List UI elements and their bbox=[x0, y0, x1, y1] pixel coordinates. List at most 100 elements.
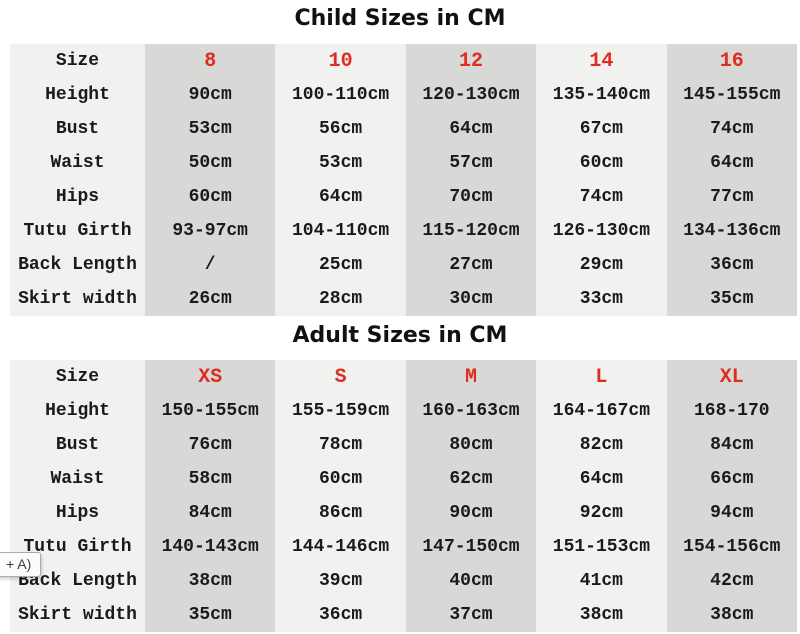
value-cell: / bbox=[145, 248, 276, 282]
value-cell: 94cm bbox=[666, 496, 797, 530]
row-label-cell: Back Length bbox=[10, 564, 145, 598]
row-label-cell: Skirt width bbox=[10, 282, 145, 316]
row-label-cell: Size bbox=[10, 360, 145, 394]
value-cell: 35cm bbox=[666, 282, 797, 316]
value-cell: 35cm bbox=[145, 598, 276, 632]
size-header-cell: 10 bbox=[275, 44, 406, 78]
value-cell: 120-130cm bbox=[405, 78, 537, 112]
size-header-cell: 8 bbox=[145, 44, 276, 78]
value-cell: 53cm bbox=[145, 112, 276, 146]
size-header-cell: 16 bbox=[666, 44, 797, 78]
value-cell: 38cm bbox=[666, 598, 797, 632]
child-table-title: Child Sizes in CM bbox=[294, 6, 506, 31]
value-cell: 78cm bbox=[275, 428, 406, 462]
value-cell: 140-143cm bbox=[145, 530, 276, 564]
value-cell: 84cm bbox=[145, 496, 276, 530]
value-cell: 39cm bbox=[275, 564, 406, 598]
value-cell: 150-155cm bbox=[145, 394, 276, 428]
row-label-cell: Bust bbox=[10, 112, 145, 146]
value-cell: 60cm bbox=[536, 146, 667, 180]
size-header-cell: 14 bbox=[536, 44, 667, 78]
row-label-cell: Waist bbox=[10, 146, 145, 180]
adult-table-title: Adult Sizes in CM bbox=[292, 323, 508, 348]
value-cell: 104-110cm bbox=[275, 214, 406, 248]
value-cell: 147-150cm bbox=[405, 530, 537, 564]
size-header-cell: 12 bbox=[405, 44, 537, 78]
value-cell: 90cm bbox=[145, 78, 276, 112]
value-cell: 70cm bbox=[405, 180, 537, 214]
row-label-cell: Back Length bbox=[10, 248, 145, 282]
size-header-cell: XS bbox=[145, 360, 276, 394]
value-cell: 27cm bbox=[405, 248, 537, 282]
size-header-cell: S bbox=[275, 360, 406, 394]
value-cell: 76cm bbox=[145, 428, 276, 462]
value-cell: 77cm bbox=[666, 180, 797, 214]
value-cell: 168-170 bbox=[666, 394, 797, 428]
value-cell: 155-159cm bbox=[275, 394, 406, 428]
value-cell: 60cm bbox=[145, 180, 276, 214]
row-label-cell: Hips bbox=[10, 180, 145, 214]
value-cell: 29cm bbox=[536, 248, 667, 282]
row-label-cell: Tutu Girth bbox=[10, 214, 145, 248]
value-cell: 64cm bbox=[275, 180, 406, 214]
value-cell: 41cm bbox=[536, 564, 667, 598]
row-label-cell: Bust bbox=[10, 428, 145, 462]
value-cell: 38cm bbox=[536, 598, 667, 632]
value-cell: 30cm bbox=[405, 282, 537, 316]
row-label-cell: Skirt width bbox=[10, 598, 145, 632]
adult-size-table: Size XS S M L XL Height 150-155cm 155-159cm 160-1… bbox=[10, 360, 797, 632]
value-cell: 93-97cm bbox=[145, 214, 276, 248]
value-cell: 36cm bbox=[275, 598, 406, 632]
value-cell: 84cm bbox=[666, 428, 797, 462]
value-cell: 100-110cm bbox=[275, 78, 406, 112]
value-cell: 60cm bbox=[275, 462, 406, 496]
value-cell: 33cm bbox=[536, 282, 667, 316]
row-label-cell: Height bbox=[10, 78, 145, 112]
value-cell: 67cm bbox=[536, 112, 667, 146]
value-cell: 126-130cm bbox=[536, 214, 667, 248]
value-cell: 154-156cm bbox=[666, 530, 797, 564]
value-cell: 115-120cm bbox=[405, 214, 537, 248]
value-cell: 90cm bbox=[405, 496, 537, 530]
value-cell: 42cm bbox=[666, 564, 797, 598]
value-cell: 64cm bbox=[536, 462, 667, 496]
value-cell: 66cm bbox=[666, 462, 797, 496]
value-cell: 86cm bbox=[275, 496, 406, 530]
value-cell: 82cm bbox=[536, 428, 667, 462]
value-cell: 38cm bbox=[145, 564, 276, 598]
value-cell: 50cm bbox=[145, 146, 276, 180]
row-label-cell: Height bbox=[10, 394, 145, 428]
value-cell: 62cm bbox=[405, 462, 537, 496]
value-cell: 56cm bbox=[275, 112, 406, 146]
value-cell: 164-167cm bbox=[536, 394, 667, 428]
value-cell: 64cm bbox=[666, 146, 797, 180]
value-cell: 37cm bbox=[405, 598, 537, 632]
value-cell: 92cm bbox=[536, 496, 667, 530]
value-cell: 26cm bbox=[145, 282, 276, 316]
value-cell: 134-136cm bbox=[666, 214, 797, 248]
value-cell: 36cm bbox=[666, 248, 797, 282]
value-cell: 135-140cm bbox=[536, 78, 667, 112]
value-cell: 53cm bbox=[275, 146, 406, 180]
value-cell: 28cm bbox=[275, 282, 406, 316]
row-label-cell: Hips bbox=[10, 496, 145, 530]
value-cell: 74cm bbox=[536, 180, 667, 214]
size-header-cell: L bbox=[536, 360, 667, 394]
value-cell: 160-163cm bbox=[405, 394, 537, 428]
value-cell: 145-155cm bbox=[666, 78, 797, 112]
value-cell: 151-153cm bbox=[536, 530, 667, 564]
child-size-table: Size 8 10 12 14 16 Height 90cm 100-110cm 120-130c… bbox=[10, 44, 797, 316]
size-header-cell: M bbox=[405, 360, 537, 394]
keyboard-shortcut-tooltip: + A) bbox=[0, 552, 42, 577]
value-cell: 58cm bbox=[145, 462, 276, 496]
value-cell: 144-146cm bbox=[275, 530, 406, 564]
row-label-cell: Size bbox=[10, 44, 145, 78]
value-cell: 80cm bbox=[405, 428, 537, 462]
size-header-cell: XL bbox=[666, 360, 797, 394]
value-cell: 74cm bbox=[666, 112, 797, 146]
value-cell: 57cm bbox=[405, 146, 537, 180]
value-cell: 25cm bbox=[275, 248, 406, 282]
value-cell: 40cm bbox=[405, 564, 537, 598]
value-cell: 64cm bbox=[405, 112, 537, 146]
row-label-cell: Waist bbox=[10, 462, 145, 496]
